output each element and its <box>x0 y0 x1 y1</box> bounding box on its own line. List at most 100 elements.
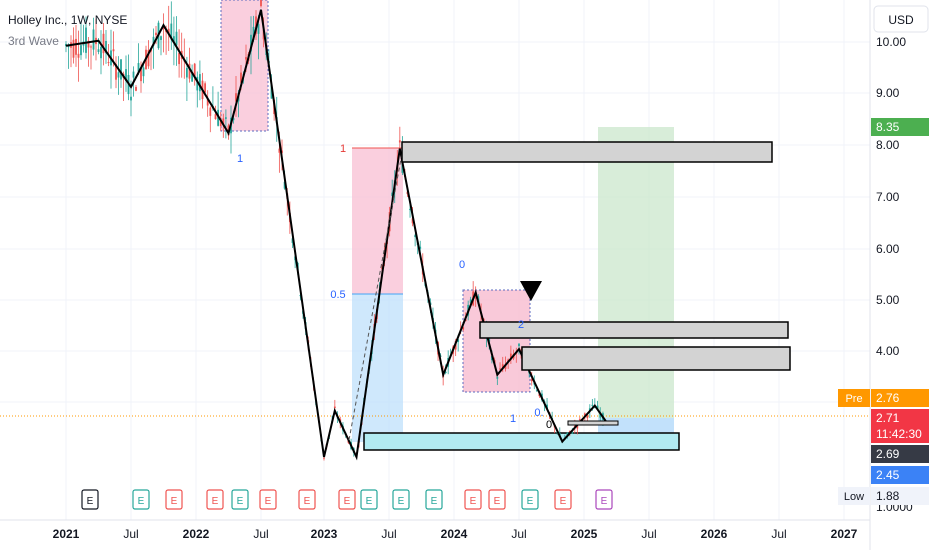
price-label-target: 8.35 <box>871 118 929 136</box>
price-label-bg <box>871 466 929 484</box>
earnings-marker-label: E <box>470 496 477 507</box>
earnings-marker-label: E <box>344 496 351 507</box>
fib-label: 1 <box>510 413 516 425</box>
earnings-marker[interactable]: E <box>521 489 539 510</box>
earnings-marker[interactable]: E <box>595 489 613 510</box>
candle-body <box>137 63 140 72</box>
x-tick-label: 2027 <box>831 527 858 541</box>
candle-body <box>219 119 222 127</box>
candle-body <box>112 49 115 52</box>
candle-body <box>596 405 599 410</box>
earnings-marker-box <box>165 489 183 510</box>
earnings-marker-label: E <box>527 496 534 507</box>
earnings-marker-box <box>360 489 378 510</box>
earnings-marker[interactable]: E <box>392 489 410 510</box>
candle-body <box>97 49 100 52</box>
earnings-marker[interactable]: E <box>338 489 356 510</box>
candle-body <box>100 46 102 59</box>
earnings-marker[interactable]: E <box>132 489 150 510</box>
fib-zone-mid-border <box>462 289 531 393</box>
candle-body <box>92 29 95 50</box>
candle-body <box>75 38 77 55</box>
candle-body <box>105 41 107 54</box>
x-tick-label: 2026 <box>701 527 728 541</box>
y-tick-label: 4.00 <box>876 344 900 358</box>
fib-label: 0 <box>546 419 552 431</box>
earnings-marker[interactable]: E <box>425 489 443 510</box>
candle-body <box>162 27 165 30</box>
fib-zone-early <box>221 0 268 131</box>
fib-label: 1 <box>340 143 346 155</box>
earnings-marker-box <box>298 489 316 510</box>
earnings-marker-box <box>259 489 277 510</box>
earnings-marker[interactable]: E <box>464 489 482 510</box>
candle-body <box>199 74 201 92</box>
earnings-marker-label: E <box>431 496 438 507</box>
wave-dashed <box>348 147 404 441</box>
candle-body <box>72 39 75 58</box>
candle-body <box>245 57 247 60</box>
earnings-marker-label: E <box>212 496 219 507</box>
currency-button[interactable]: USD <box>873 5 929 33</box>
candle-body <box>591 404 594 406</box>
price-label-bg <box>871 118 929 136</box>
candle-body <box>270 84 273 99</box>
candle-body <box>147 49 150 67</box>
candle-body <box>160 36 162 40</box>
earnings-marker-box <box>81 489 99 510</box>
y-tick-label: 7.00 <box>876 190 900 204</box>
earnings-marker[interactable]: E <box>360 489 378 510</box>
earnings-marker[interactable]: E <box>298 489 316 510</box>
candle-body <box>281 150 283 153</box>
candle-body <box>462 327 465 330</box>
candle-body <box>509 353 512 360</box>
x-tick-label: Jul <box>771 527 786 541</box>
candle-body <box>80 45 82 56</box>
x-tick-label: Jul <box>253 527 268 541</box>
earnings-marker-label: E <box>560 496 567 507</box>
x-tick-label: 2024 <box>441 527 468 541</box>
candle-body <box>175 31 178 46</box>
earnings-marker[interactable]: E <box>554 489 572 510</box>
candle-body <box>167 28 170 34</box>
x-tick-label: 2025 <box>571 527 598 541</box>
y-tick-label: 8.00 <box>876 138 900 152</box>
candle-body <box>188 63 191 79</box>
candle-body <box>235 93 237 102</box>
earnings-marker[interactable]: E <box>488 489 506 510</box>
candle-body <box>501 364 504 369</box>
earnings-marker[interactable]: E <box>259 489 277 510</box>
candle-body <box>140 68 142 82</box>
earnings-marker[interactable]: E <box>231 489 249 510</box>
candle-body <box>496 377 499 379</box>
fib-label: 0 <box>459 259 465 271</box>
currency-label: USD <box>888 13 914 27</box>
candle-body <box>419 246 422 249</box>
x-tick-label: Jul <box>381 527 396 541</box>
gray-boxes <box>401 141 791 426</box>
price-label-bg <box>871 389 929 407</box>
x-axis: 2021 Jul 2022 Jul 2023 Jul 2024 Jul 2025 Jul 2026 J… <box>0 519 870 541</box>
price-label-bg <box>871 409 929 443</box>
earnings-marker[interactable]: E <box>165 489 183 510</box>
earnings-marker[interactable]: E <box>206 489 224 510</box>
candle-body <box>260 0 262 7</box>
earnings-marker-label: E <box>138 496 145 507</box>
candle-body <box>206 99 209 106</box>
candle-body <box>576 425 579 429</box>
y-tick-label: 9.00 <box>876 86 900 100</box>
candle-body <box>209 107 212 116</box>
earnings-marker-label: E <box>494 496 501 507</box>
earnings-marker-box <box>231 489 249 510</box>
earnings-marker-label: E <box>87 496 94 507</box>
candle-body <box>257 24 260 34</box>
fib-label: 1 <box>237 153 243 165</box>
earnings-marker-label: E <box>237 496 244 507</box>
price-label-prev: 2.69 <box>871 445 929 463</box>
candle-body <box>409 208 411 210</box>
resistance-box <box>521 346 791 371</box>
earnings-marker[interactable]: E <box>81 489 99 510</box>
price-label-bg <box>871 445 929 463</box>
